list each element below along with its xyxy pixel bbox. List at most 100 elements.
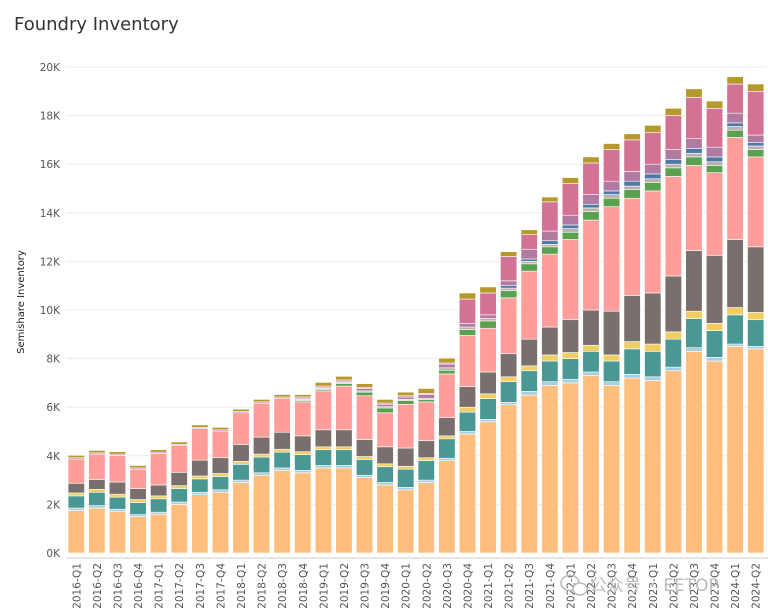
x-tick-label: 2019-Q2 <box>339 563 351 609</box>
bar-segment-orange <box>170 504 188 554</box>
bar-segment-orange <box>129 516 147 554</box>
bar-segment-light-grey <box>685 152 703 158</box>
bar-segment-grey-brown <box>500 353 518 378</box>
bar-segment-lavender <box>417 394 435 399</box>
bar-segment-light-grey <box>582 207 600 212</box>
bar-stack <box>623 133 641 554</box>
bar-segment-teal <box>355 459 374 476</box>
bar-segment-yellow <box>294 451 312 455</box>
bar-stack <box>67 455 85 554</box>
bar-segment-olive <box>88 450 106 454</box>
bar-stack <box>355 383 374 554</box>
x-tick-label: 2016-Q2 <box>92 563 104 609</box>
x-tick-label: 2024-Q1 <box>730 563 742 609</box>
bar-segment-yellow <box>726 307 744 316</box>
bar-segment-pink <box>417 401 435 442</box>
bar-segment-olive <box>541 196 559 203</box>
bar-segment-teal <box>129 502 147 515</box>
bar-stack <box>191 424 209 554</box>
bar-segment-olive <box>67 455 85 459</box>
bar-segment-grey-brown <box>705 255 724 324</box>
bar-segment-orange <box>541 385 559 554</box>
bar-segment-lavender <box>541 230 559 242</box>
y-axis-ticks: 0K 2K 4K 6K 8K 10K 12K 14K 16K 18K 20K <box>40 62 61 560</box>
bar-segment-grey-brown <box>479 371 497 395</box>
bar-segment-pink <box>479 327 497 373</box>
bar-segment-lavender <box>479 314 497 319</box>
bar-segment-lavender <box>458 323 477 328</box>
bar-segment-orange <box>438 460 456 554</box>
bar-segment-light-grey <box>520 261 538 265</box>
bar-segment-green <box>397 400 415 405</box>
bar-segment-light-blue <box>253 472 271 476</box>
bar-segment-green <box>541 246 559 255</box>
bar-segment-teal <box>500 381 518 403</box>
bar-segment-lavender <box>500 280 518 286</box>
bar-stack <box>273 394 291 554</box>
bar-segment-green <box>438 369 456 375</box>
bar-segment-light-blue <box>685 347 703 352</box>
bar-segment-grey-brown <box>108 481 127 495</box>
bar-segment-light-blue <box>397 487 415 491</box>
bar-segment-teal <box>88 491 106 506</box>
bar-segment-magenta <box>520 234 538 250</box>
bar-segment-olive <box>294 394 312 398</box>
bar-segment-blue <box>561 224 579 229</box>
bar-segment-olive <box>376 399 394 404</box>
bar-segment-green <box>582 211 600 221</box>
bar-segment-pink <box>520 270 538 340</box>
bar-segment-light-blue <box>417 479 435 483</box>
bar-segment-light-grey <box>438 367 456 371</box>
bar-segment-teal <box>376 466 394 483</box>
bar-segment-orange <box>191 494 209 554</box>
bar-segment-olive <box>726 76 744 85</box>
x-tick-label: 2022-Q3 <box>607 563 619 609</box>
bar-segment-grey-brown <box>67 482 85 494</box>
bar-segment-grey-brown <box>294 435 312 452</box>
x-tick-label: 2021-Q1 <box>483 563 495 609</box>
bar-stack <box>108 451 127 554</box>
bar-segment-green <box>335 383 353 387</box>
bar-stack <box>417 388 435 554</box>
y-tick-label: 4K <box>46 451 61 463</box>
bar-segment-lavender <box>561 214 579 226</box>
y-axis-label: Semishare Inventory <box>16 250 27 354</box>
bar-segment-yellow <box>458 406 477 413</box>
bar-segment-olive <box>335 376 353 381</box>
bar-stack <box>232 408 250 554</box>
bar-segment-olive <box>170 441 188 445</box>
bar-segment-blue <box>500 285 518 289</box>
bar-segment-grey-brown <box>623 295 641 342</box>
bar-segment-yellow <box>705 323 724 331</box>
bar-segment-olive <box>644 125 662 133</box>
bar-segment-pink <box>355 395 374 440</box>
bar-segment-orange <box>582 375 600 554</box>
bar-segment-blue <box>747 142 765 147</box>
bar-segment-olive <box>458 292 477 300</box>
bar-stack <box>500 251 518 554</box>
bar-segment-orange <box>603 385 621 554</box>
bar-segment-pink <box>88 453 106 480</box>
bar-segment-pink <box>541 253 559 328</box>
bar-segment-grey-brown <box>747 246 765 313</box>
bar-segment-light-blue <box>67 507 85 511</box>
bar-segment-light-blue <box>479 419 497 423</box>
bar-segment-teal <box>520 370 538 392</box>
bar-segment-yellow <box>417 457 435 461</box>
bar-stack <box>603 143 621 554</box>
bar-segment-lavender <box>644 163 662 175</box>
bar-segment-light-blue <box>314 465 332 469</box>
bar-segment-orange <box>520 394 538 554</box>
bar-segment-yellow <box>129 499 147 503</box>
bar-segment-grey-brown <box>726 239 744 308</box>
wechat-icon <box>560 574 588 596</box>
bar-segment-lavender <box>397 396 415 400</box>
bar-segment-grey-brown <box>644 292 662 345</box>
bar-segment-pink <box>294 401 312 437</box>
bar-stack <box>253 399 271 554</box>
bar-segment-light-grey <box>747 145 765 150</box>
bar-segment-grey-brown <box>664 275 682 333</box>
bar-stack <box>664 108 682 554</box>
bar-stack <box>726 76 744 554</box>
